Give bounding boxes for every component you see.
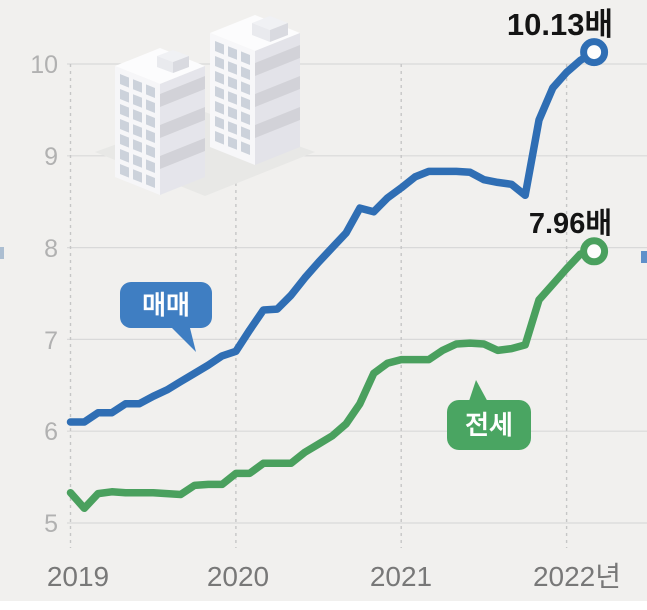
window xyxy=(228,46,237,60)
window xyxy=(215,55,224,70)
building-right-windows xyxy=(215,40,250,155)
window xyxy=(215,40,224,55)
window xyxy=(120,88,129,103)
window xyxy=(146,114,155,128)
ytick-10: 10 xyxy=(30,51,58,79)
ytick-8: 8 xyxy=(44,235,58,263)
window xyxy=(133,94,142,108)
buildings-illustration xyxy=(95,15,315,196)
sale-final-value: 10.13배 xyxy=(507,7,613,42)
window xyxy=(215,100,224,115)
building-right-bands xyxy=(255,45,300,139)
window xyxy=(146,99,155,113)
window xyxy=(133,154,142,168)
window xyxy=(146,159,155,173)
window xyxy=(133,109,142,123)
window xyxy=(215,115,224,130)
x-axis: 2019 2020 2021 2022년 xyxy=(47,561,621,592)
sale-bubble-box xyxy=(120,282,212,328)
jeonse-bubble-tail xyxy=(468,380,489,404)
edge-artifact-left xyxy=(0,247,4,259)
window xyxy=(120,103,129,118)
window xyxy=(133,169,142,183)
window xyxy=(255,107,300,139)
y-axis: 10 9 8 7 6 5 xyxy=(30,51,58,538)
ytick-6: 6 xyxy=(44,418,58,446)
window xyxy=(255,45,300,77)
window xyxy=(228,136,237,150)
window xyxy=(241,126,250,140)
jeonse-bubble-box xyxy=(447,400,531,450)
window xyxy=(241,96,250,110)
window xyxy=(241,66,250,80)
bottom-white-strip xyxy=(0,601,647,610)
rooftop-unit-face xyxy=(252,23,270,42)
sale-end-marker xyxy=(580,38,609,67)
window xyxy=(146,144,155,158)
window xyxy=(228,61,237,75)
ytick-5: 5 xyxy=(44,510,58,538)
jeonse-final-value: 7.96배 xyxy=(529,207,612,240)
sale-label-bubble: 매매 xyxy=(120,282,212,352)
window xyxy=(215,70,224,85)
xtick-2019: 2019 xyxy=(47,561,109,592)
window xyxy=(120,148,129,163)
jeonse-price-line xyxy=(66,247,598,513)
jeonse-label-bubble: 전세 xyxy=(447,380,531,450)
window xyxy=(215,85,224,100)
xtick-2021: 2021 xyxy=(370,561,432,592)
xtick-2020: 2020 xyxy=(207,561,269,592)
window xyxy=(133,124,142,138)
window xyxy=(228,121,237,135)
window xyxy=(228,76,237,90)
ytick-9: 9 xyxy=(44,143,58,171)
window xyxy=(255,76,300,108)
window xyxy=(160,76,205,108)
window xyxy=(120,118,129,133)
window xyxy=(146,84,155,98)
edge-artifact-right xyxy=(641,251,647,263)
sale-legend-label: 매매 xyxy=(142,290,190,320)
window xyxy=(120,163,129,178)
rooftop-unit-2-face xyxy=(157,56,173,73)
jeonse-legend-label: 전세 xyxy=(465,410,513,440)
window xyxy=(228,91,237,105)
window xyxy=(241,81,250,95)
ytick-7: 7 xyxy=(44,327,58,355)
window xyxy=(215,130,224,145)
sale-price-line xyxy=(66,48,598,426)
xtick-2022: 2022년 xyxy=(533,561,621,592)
window xyxy=(241,141,250,155)
rooftop-unit-side xyxy=(270,23,288,42)
window xyxy=(241,111,250,125)
window xyxy=(133,139,142,153)
rooftop-unit-2-side xyxy=(173,56,189,73)
window xyxy=(228,106,237,120)
window xyxy=(241,51,250,65)
window xyxy=(146,129,155,143)
building-left-windows xyxy=(120,73,155,188)
window xyxy=(133,79,142,93)
window xyxy=(146,174,155,188)
window xyxy=(160,107,205,139)
window xyxy=(160,138,205,170)
building-left-bands xyxy=(160,76,205,170)
window xyxy=(120,73,129,88)
window xyxy=(120,133,129,148)
jeonse-end-marker xyxy=(580,237,609,266)
